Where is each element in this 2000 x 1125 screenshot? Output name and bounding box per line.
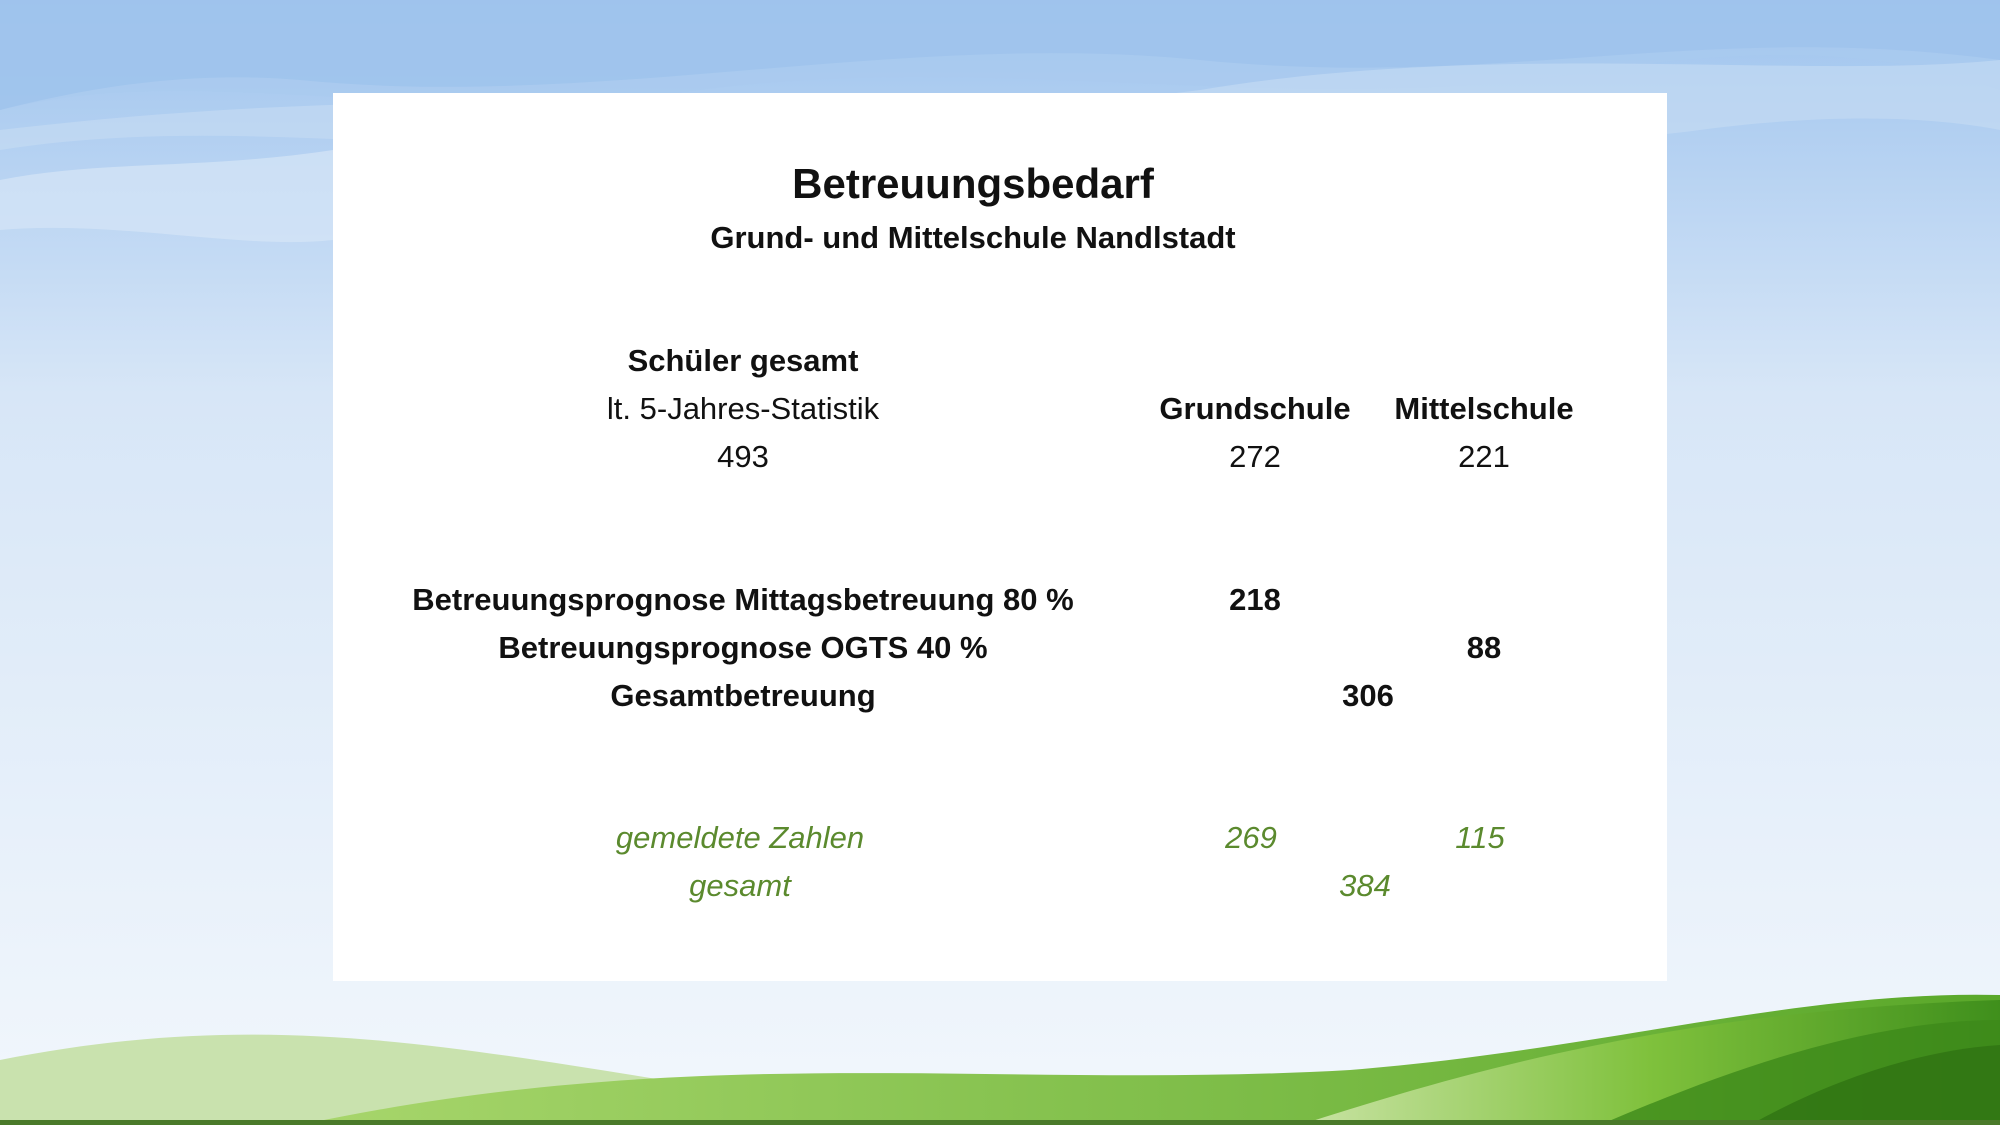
forecast-total-value: 306 xyxy=(1342,678,1394,713)
students-total: 493 xyxy=(717,439,769,474)
count-grundschule: 272 xyxy=(1229,439,1281,474)
count-mittelschule: 221 xyxy=(1458,439,1510,474)
column-header-grundschule: Grundschule xyxy=(1159,391,1351,426)
forecast-mittag-value: 218 xyxy=(1229,582,1281,617)
registered-mittelschule: 115 xyxy=(1455,820,1505,855)
students-heading: Schüler gesamt xyxy=(627,343,859,378)
students-source: lt. 5-Jahres-Statistik xyxy=(606,391,880,426)
forecast-total-label: Gesamtbetreuung xyxy=(610,678,876,713)
slide-subtitle: Grund- und Mittelschule Nandlstadt xyxy=(710,220,1236,255)
forecast-ogts-label: Betreuungsprognose OGTS 40 % xyxy=(498,630,988,665)
content-card xyxy=(333,93,1667,981)
registered-total-value: 384 xyxy=(1339,868,1391,903)
registered-label: gemeldete Zahlen xyxy=(615,820,865,855)
slide-title: Betreuungsbedarf xyxy=(792,160,1154,207)
registered-total-label: gesamt xyxy=(689,868,791,903)
column-header-mittelschule: Mittelschule xyxy=(1394,391,1574,426)
forecast-mittag-label: Betreuungsprognose Mittagsbetreuung 80 % xyxy=(412,582,1074,617)
forecast-ogts-value: 88 xyxy=(1466,630,1502,665)
registered-grundschule: 269 xyxy=(1225,820,1277,855)
